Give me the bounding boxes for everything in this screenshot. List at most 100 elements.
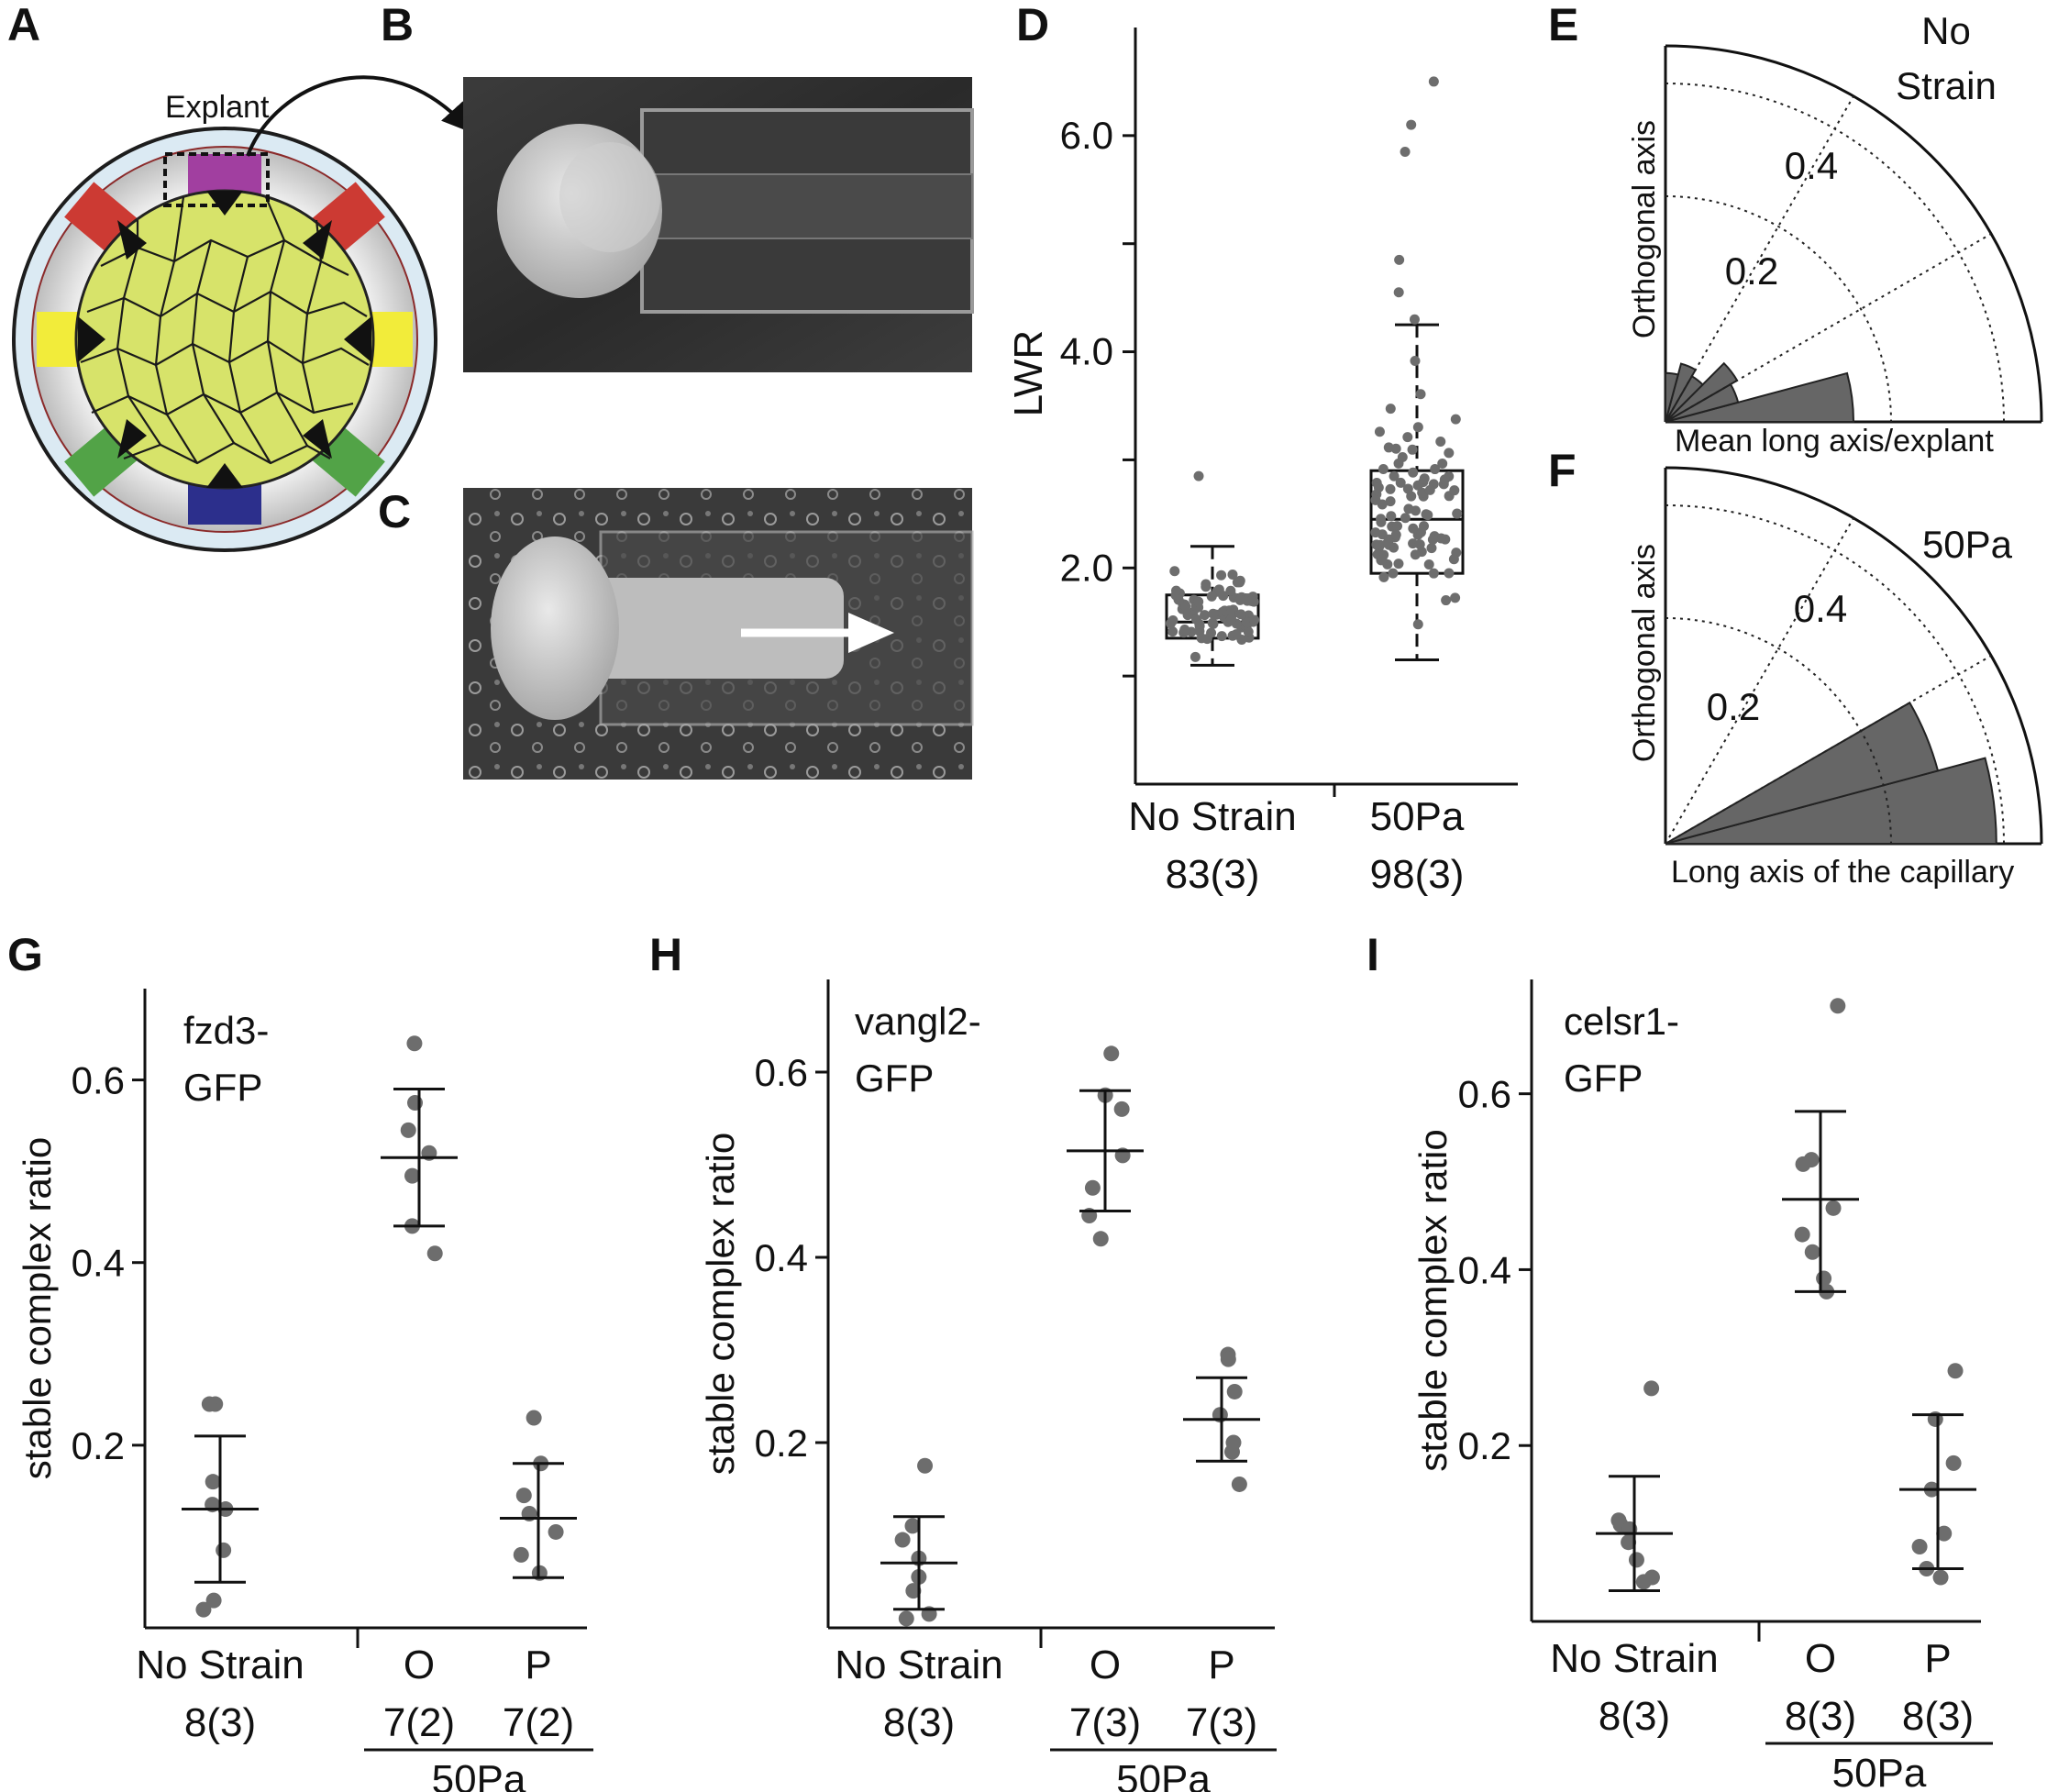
chart-title-line: fzd3- [183,1009,269,1052]
explant-label: Explant [165,90,270,125]
data-point [1424,484,1435,495]
data-point [1415,389,1426,400]
group-2: P 8(3) [1899,1363,1976,1739]
data-point [1412,619,1423,630]
data-point [1103,1045,1120,1062]
data-point [1417,487,1428,498]
group-0: No Strain 8(3) [1550,1380,1719,1739]
panel-label-d: D [1016,0,1049,50]
panel-b-micrograph: B [381,0,974,372]
x-axis-label: Mean long axis/explant [1675,424,1994,459]
data-point [1173,594,1184,605]
data-point [1427,534,1438,545]
data-point [1419,521,1430,532]
x-category-label: No Strain [835,1643,1002,1687]
outlier-point [1409,314,1420,325]
radial-label: 0.4 [1785,144,1838,187]
y-tick-label: 0.6 [755,1051,808,1094]
bracket-label: 50Pa [1832,1751,1927,1792]
data-point [548,1523,564,1540]
data-point [1422,510,1433,521]
panel-a-schematic: A Explant [7,0,472,552]
x-category-label: No Strain [1128,794,1296,839]
data-point [1444,568,1455,579]
chart-title-line: GFP [183,1066,262,1109]
data-point [1400,513,1411,524]
data-point [1392,521,1403,532]
data-point [1441,595,1452,606]
radial-label: 0.2 [1707,685,1760,728]
y-axis-label: Orthogonal axis [1627,544,1662,762]
data-point [1407,444,1418,455]
data-point [1385,483,1396,494]
data-point [205,1592,222,1609]
y-tick-label: 0.2 [72,1424,125,1467]
data-point [1113,1101,1130,1117]
grid-arc [1665,617,1892,845]
data-point [1945,1455,1962,1471]
explant-box [163,152,270,207]
y-axis-label: stable complex ratio [1411,1129,1455,1472]
data-point [1397,452,1408,463]
y-tick-label: 0.2 [1458,1424,1511,1467]
y-tick-label: 4.0 [1060,330,1113,373]
panel-f-rose-chart: F 0.2 0.4 50Pa Long axis of the capillary Or… [1548,445,2043,890]
grid-arc [1665,195,1892,423]
data-point [1223,1444,1240,1460]
y-axis-label: LWR [1006,330,1051,417]
data-point [513,1546,529,1563]
data-point [406,1035,423,1052]
x-sample-size: 7(3) [1186,1700,1257,1745]
data-point [1408,523,1419,534]
x-sample-size: 8(3) [1599,1694,1670,1739]
outlier-point [1400,147,1411,158]
data-point [1200,610,1211,621]
data-point [1201,581,1212,592]
data-point [1628,1552,1644,1568]
data-point [1402,483,1413,494]
data-point [1410,549,1421,560]
data-point [1643,1380,1660,1397]
data-point [1171,585,1182,596]
data-point [1410,355,1421,366]
y-axis-label: stable complex ratio [16,1137,59,1480]
panel-label-a: A [7,0,40,50]
explant-arrow [246,75,472,157]
data-point [1448,554,1459,565]
data-point [1370,527,1381,538]
data-point [1390,529,1401,540]
x-category-label: No Strain [136,1643,304,1687]
data-point [404,1167,421,1184]
x-axis-label: Long axis of the capillary [1671,855,2014,890]
chart-title-line: vangl2- [855,1000,981,1043]
data-point [1621,1534,1637,1551]
data-point [1377,554,1388,565]
data-point [1795,1156,1811,1172]
data-point [1226,1383,1243,1399]
data-point [1231,1476,1247,1492]
data-point [1444,448,1455,459]
data-point [1635,1574,1652,1590]
data-point [1234,594,1245,605]
panel-h-chart: H 0.2 0.4 0.6 stable complex ratio vangl2- GF… [649,929,1277,1792]
data-point [1911,1538,1928,1554]
data-point [1412,480,1423,491]
data-point [1374,426,1385,437]
data-point [1430,464,1441,475]
outer-arc [1665,466,2043,845]
data-point [1180,601,1191,612]
outlier-point [1394,254,1405,265]
data-point [1408,467,1419,478]
data-point [1804,1244,1820,1260]
data-point [1830,998,1846,1014]
x-category-label: P [525,1643,551,1687]
outlier-point [1406,119,1417,130]
x-sample-size: 7(2) [383,1700,455,1745]
grid-arc [1665,504,2005,845]
data-point [1389,470,1400,481]
group-2: P 7(2) [500,1410,577,1745]
data-point [1182,610,1193,621]
panel-label-e: E [1548,0,1578,50]
data-point [1206,591,1217,602]
